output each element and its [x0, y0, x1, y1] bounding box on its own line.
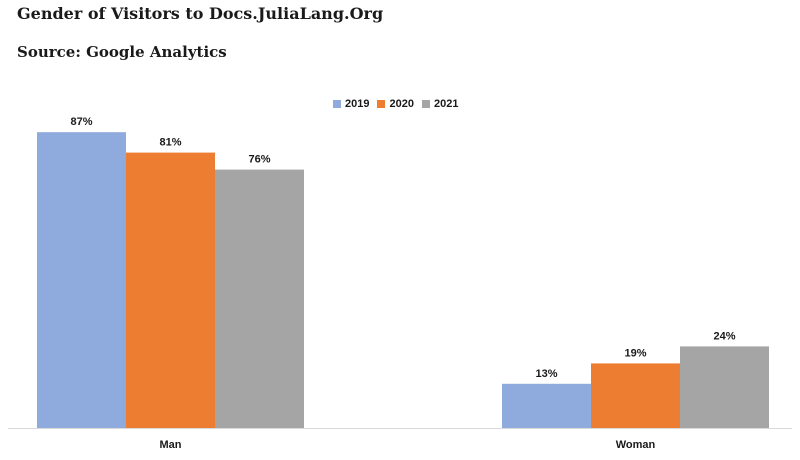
data-label-woman-2021: 24% — [713, 330, 735, 342]
legend-label-2020: 2020 — [389, 98, 414, 110]
data-label-man-2021: 76% — [248, 154, 270, 166]
bar-man-2020 — [126, 152, 215, 428]
data-label-man-2019: 87% — [70, 116, 92, 128]
chart-title: Gender of Visitors to Docs.JuliaLang.Org — [17, 4, 384, 23]
bar-woman-2021 — [680, 346, 769, 428]
data-label-woman-2020: 19% — [624, 347, 646, 359]
legend-item-2021: 2021 — [421, 98, 459, 110]
legend-item-2020: 2020 — [377, 98, 414, 110]
data-label-man-2020: 81% — [159, 137, 181, 149]
bar-man-2019 — [37, 132, 126, 428]
legend-label-2021: 2021 — [433, 98, 459, 110]
legend-swatch-2019 — [333, 100, 341, 108]
chart-subtitle: Source: Google Analytics — [17, 43, 227, 61]
data-label-woman-2019: 13% — [535, 368, 557, 380]
bar-woman-2020 — [591, 363, 680, 428]
legend-item-2019: 2019 — [333, 98, 369, 110]
chart-legend: 2019 2020 2021 — [333, 98, 466, 110]
category-label-woman: Woman — [616, 439, 656, 451]
legend-label-2019: 2019 — [345, 98, 370, 110]
legend-swatch-2020 — [377, 100, 386, 108]
bar-man-2021 — [215, 169, 304, 428]
bar-woman-2019 — [502, 383, 591, 428]
category-label-man: Man — [160, 439, 182, 451]
legend-swatch-2021 — [421, 100, 430, 108]
